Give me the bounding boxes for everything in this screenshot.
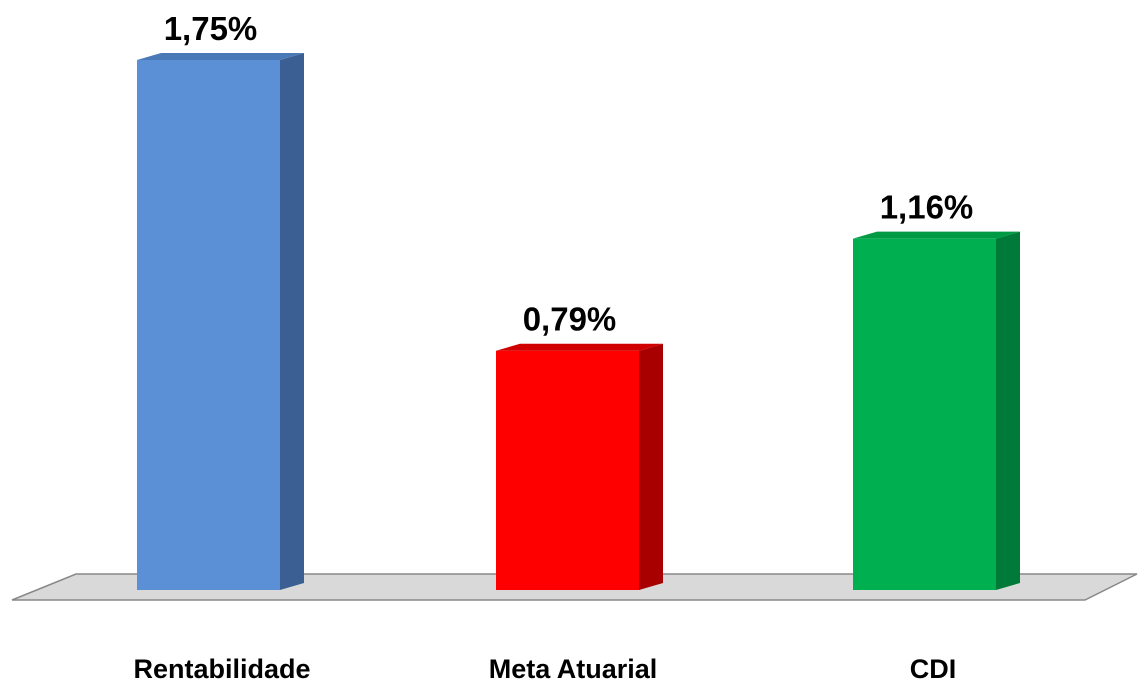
category-labels-group: RentabilidadeCarteira Meta Atuarial CDI xyxy=(133,654,956,695)
category-label: Meta Atuarial xyxy=(489,654,658,684)
category-label: RentabilidadeCarteira xyxy=(133,654,310,695)
bar-front-face xyxy=(137,60,280,590)
bar-top-face xyxy=(137,53,304,60)
bar-top-face xyxy=(496,344,663,351)
bar xyxy=(137,53,304,590)
bar-value-label: 0,79% xyxy=(523,301,617,338)
bar-side-face xyxy=(280,53,304,590)
bar-top-face xyxy=(853,232,1020,239)
bar xyxy=(496,344,663,590)
bar-value-label: 1,16% xyxy=(880,189,974,226)
bar-front-face xyxy=(853,239,996,590)
bar-side-face xyxy=(639,344,663,590)
category-label: CDI xyxy=(910,654,957,684)
bar-value-label: 1,75% xyxy=(164,10,258,47)
bar-side-face xyxy=(996,232,1020,590)
bar-front-face xyxy=(496,351,639,590)
bar xyxy=(853,232,1020,590)
